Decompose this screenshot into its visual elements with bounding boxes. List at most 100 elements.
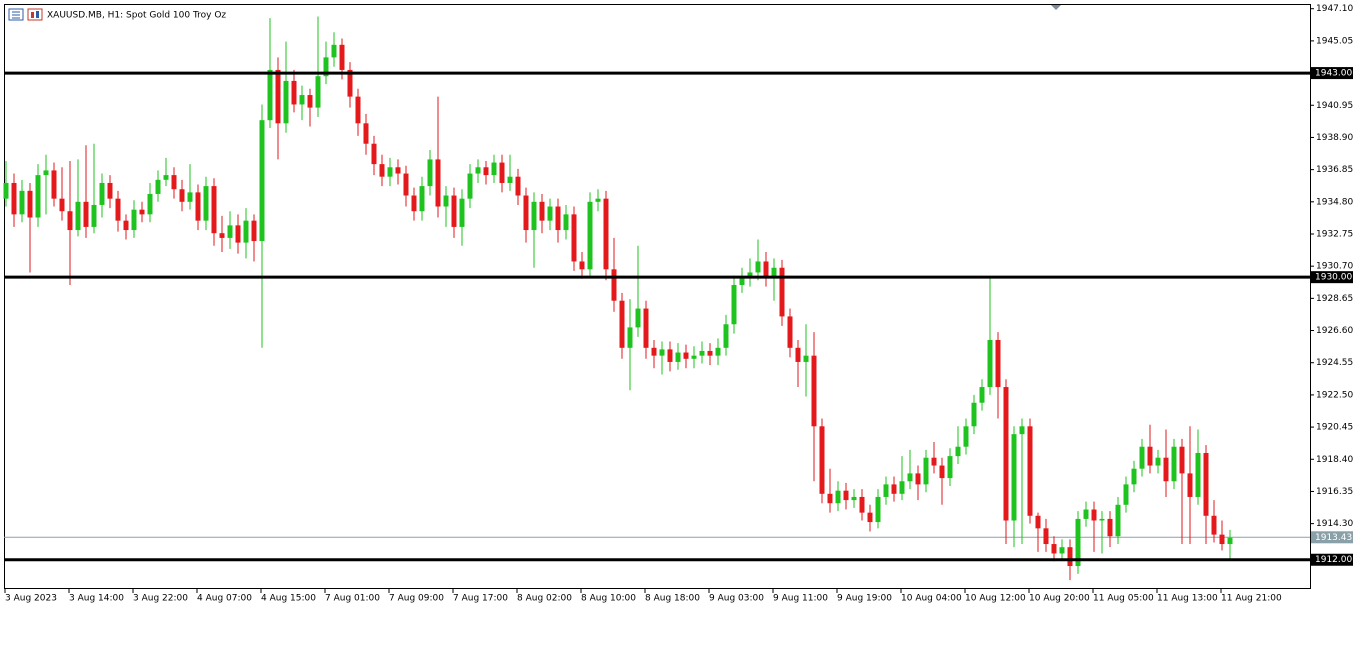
- candle-body: [427, 159, 433, 187]
- candle-body: [475, 167, 481, 174]
- candle-body: [563, 214, 569, 231]
- candle-body: [51, 170, 57, 199]
- candle-body: [987, 339, 993, 388]
- candle-body: [187, 192, 193, 202]
- candle-body: [195, 192, 201, 221]
- candle-body: [491, 162, 497, 176]
- x-tick-label: 9 Aug 03:00: [709, 594, 764, 604]
- y-tick-label: 1926.60: [1316, 326, 1353, 336]
- candle-body: [1171, 446, 1177, 482]
- candle-body: [131, 209, 137, 231]
- candle-body: [731, 285, 737, 325]
- candle-body: [1035, 515, 1041, 529]
- candle-body: [243, 220, 249, 243]
- x-tick-label: 10 Aug 20:00: [1029, 594, 1090, 604]
- candle-body: [1203, 452, 1209, 516]
- candle-body: [867, 512, 873, 523]
- x-tick-label: 8 Aug 02:00: [517, 594, 572, 604]
- candle-body: [859, 496, 865, 513]
- candle-body: [611, 269, 617, 301]
- plot-frame: [4, 4, 1311, 589]
- candle-body: [587, 201, 593, 270]
- candle-body: [1155, 457, 1161, 466]
- x-tick-label: 8 Aug 10:00: [581, 594, 636, 604]
- candle-body: [651, 347, 657, 356]
- y-tick-label: 1914.30: [1316, 519, 1353, 529]
- candle-body: [755, 261, 761, 273]
- candle-body: [923, 457, 929, 485]
- y-tick-label: 1916.35: [1316, 487, 1353, 497]
- candle-body: [811, 355, 817, 427]
- shift-marker: [1051, 5, 1061, 10]
- candle-body: [915, 473, 921, 485]
- candle-body: [603, 198, 609, 270]
- candle-body: [1003, 387, 1009, 521]
- candle-body: [371, 143, 377, 165]
- candle-body: [483, 167, 489, 176]
- candle-body: [803, 355, 809, 362]
- candle-body: [771, 267, 777, 278]
- candle-body: [995, 339, 1001, 388]
- x-tick-label: 11 Aug 21:00: [1221, 594, 1282, 604]
- candle-body: [787, 316, 793, 348]
- y-tick-label: 1936.85: [1316, 165, 1353, 175]
- candle-body: [179, 189, 185, 202]
- x-tick-label: 11 Aug 13:00: [1157, 594, 1218, 604]
- candle-body: [851, 496, 857, 501]
- candle-body: [779, 267, 785, 317]
- x-tick-label: 9 Aug 19:00: [837, 594, 892, 604]
- candle-body: [1011, 434, 1017, 521]
- y-tick-label: 1947.10: [1316, 4, 1353, 14]
- candle-body: [795, 347, 801, 362]
- x-tick-label: 10 Aug 12:00: [965, 594, 1026, 604]
- candle-body: [955, 446, 961, 457]
- candle-body: [1139, 446, 1145, 469]
- y-tick-label: 1920.45: [1316, 423, 1353, 433]
- candle-body: [259, 120, 265, 242]
- candle-body: [683, 352, 689, 359]
- candle-body: [1083, 509, 1089, 519]
- candle-body: [947, 456, 953, 479]
- candle-body: [627, 327, 633, 348]
- level-label-box: [1311, 67, 1353, 80]
- candle-body: [275, 69, 281, 124]
- candle-body: [1091, 509, 1097, 521]
- candle-body: [1123, 484, 1129, 505]
- candle-body: [379, 164, 385, 177]
- candle-body: [499, 162, 505, 183]
- candle-body: [107, 182, 113, 199]
- candle-body: [467, 173, 473, 199]
- candle-body: [571, 214, 577, 262]
- y-tick-label: 1928.65: [1316, 294, 1353, 304]
- candle-body: [443, 195, 449, 207]
- candle-body: [323, 57, 329, 77]
- candle-body: [339, 44, 345, 70]
- candle-body: [739, 277, 745, 286]
- candle-body: [707, 350, 713, 356]
- candle-body: [59, 198, 65, 212]
- candle-body: [155, 179, 161, 194]
- candle-body: [203, 186, 209, 221]
- candle-body: [1219, 534, 1225, 545]
- candle-body: [539, 201, 545, 221]
- candle-body: [619, 300, 625, 348]
- candle-body: [27, 190, 33, 218]
- candle-body: [723, 324, 729, 348]
- candle-body: [659, 349, 665, 356]
- candle-body: [403, 173, 409, 196]
- candle-body: [931, 457, 937, 466]
- candle-body: [171, 175, 177, 190]
- candle-body: [1179, 446, 1185, 474]
- chart-title: XAUUSD.MB, H1: Spot Gold 100 Troy Oz: [47, 11, 226, 21]
- candle-body: [1043, 528, 1049, 545]
- candle-body: [1067, 547, 1073, 567]
- candle-body: [459, 198, 465, 227]
- candle-body: [875, 496, 881, 523]
- candle-body: [883, 484, 889, 497]
- candle-body: [315, 76, 321, 108]
- level-label-box: [1311, 271, 1353, 284]
- candle-body: [451, 195, 457, 227]
- x-tick-label: 7 Aug 17:00: [453, 594, 508, 604]
- candle-body: [115, 198, 121, 221]
- candle-body: [123, 220, 129, 231]
